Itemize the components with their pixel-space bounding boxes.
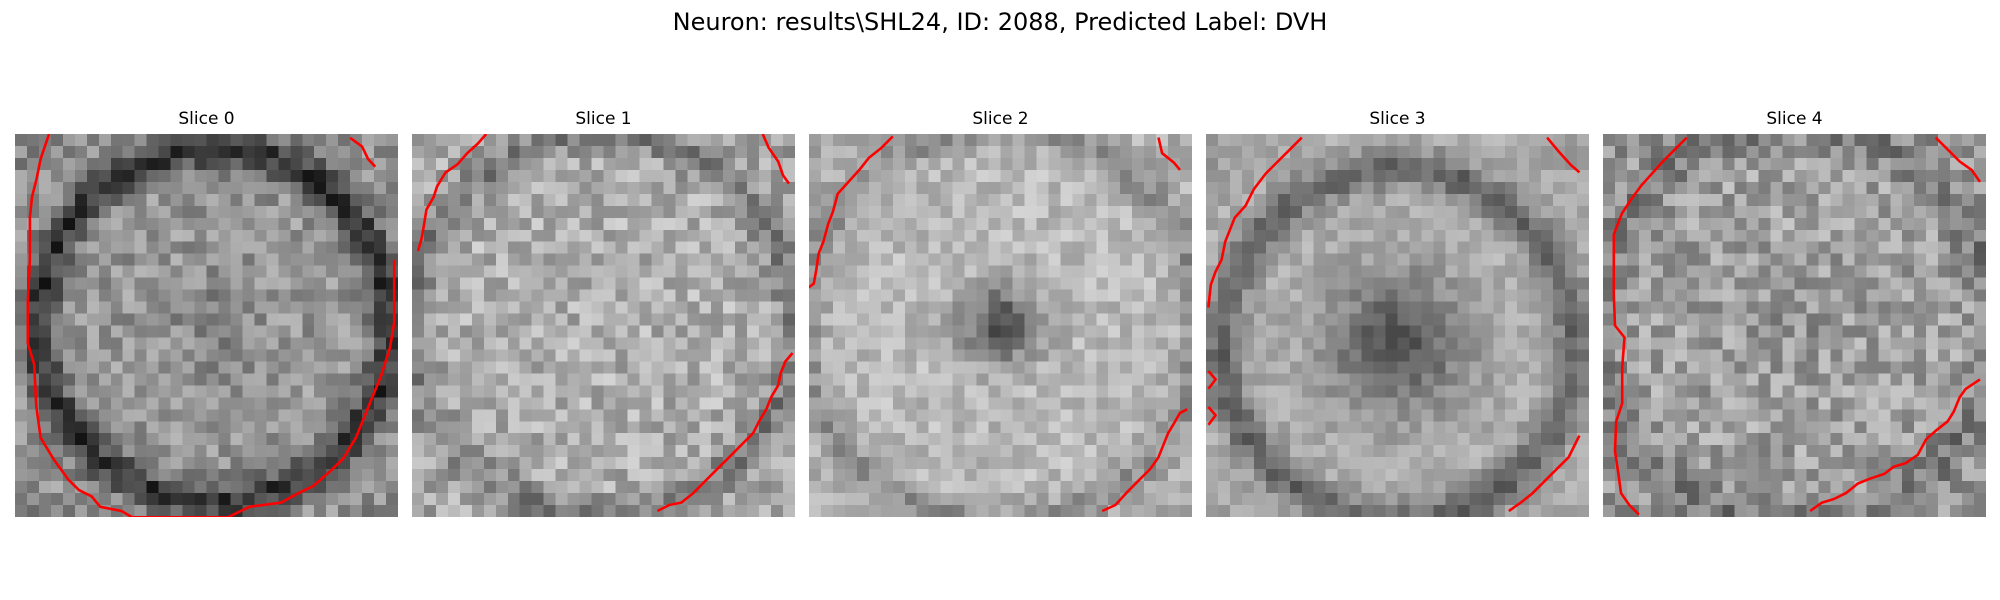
slice-4-title: Slice 4	[1766, 109, 1823, 129]
contour-line	[26, 134, 396, 517]
contour-line	[809, 135, 894, 289]
slice-4-image	[1603, 134, 1986, 517]
slice-2-title: Slice 2	[972, 109, 1029, 129]
contour-line	[1157, 137, 1181, 171]
contour-line	[1101, 408, 1188, 513]
slice-3-image	[1206, 134, 1589, 517]
slice-0-title: Slice 0	[178, 109, 235, 129]
contour-line	[1207, 406, 1217, 426]
contour-line	[1207, 370, 1217, 390]
contour-line	[1612, 136, 1688, 516]
slice-3-title: Slice 3	[1369, 109, 1426, 129]
contour-line	[1207, 136, 1303, 308]
contour-line	[761, 134, 791, 185]
contour-line	[1508, 435, 1581, 513]
contour-line	[1546, 136, 1581, 174]
contour-line	[656, 352, 794, 513]
slice-1-title: Slice 1	[575, 109, 632, 129]
contour-line	[1809, 378, 1981, 513]
contour-line	[416, 134, 488, 252]
slice-2-image	[809, 134, 1192, 517]
slice-0-image	[15, 134, 398, 517]
slice-1-image	[412, 134, 795, 517]
contour-line	[349, 136, 377, 168]
figure-title: Neuron: results\SHL24, ID: 2088, Predict…	[672, 8, 1328, 36]
contour-line	[1934, 136, 1982, 183]
